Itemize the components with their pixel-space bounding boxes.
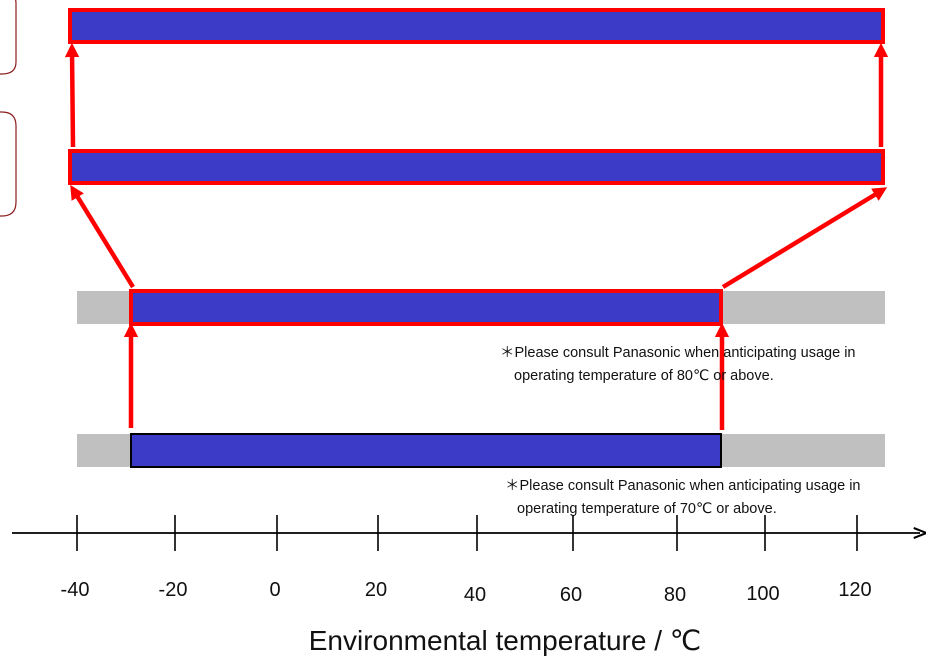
- x-tick-label-3: 20: [365, 579, 387, 601]
- x-tick-label-1: -20: [159, 579, 188, 601]
- x-axis-title: Environmental temperature / ℃: [309, 625, 702, 656]
- range-bars: [68, 8, 885, 468]
- arrow-row3-to-row2-left: [70, 184, 135, 289]
- range-bar-1: [68, 8, 885, 44]
- transition-arrows: [64, 42, 889, 430]
- note-row3-line1: ＊Please consult Panasonic when anticipat…: [500, 345, 855, 361]
- note-row4-line2: operating temperature of 70℃ or above.: [517, 501, 777, 517]
- left-label-box-bottom: [0, 111, 17, 217]
- range-bar-3: [129, 289, 723, 326]
- arrow-row3-to-row2-right: [721, 187, 888, 289]
- x-tick-label-0: -40: [61, 579, 90, 601]
- x-tick-label-8: 120: [838, 579, 871, 601]
- x-axis-ticks: -40 -20 0 20 40 60 80 100 120: [61, 515, 872, 606]
- left-label-box-top: [0, 0, 17, 75]
- range-bar-2: [68, 149, 885, 185]
- x-tick-label-5: 60: [560, 584, 582, 606]
- note-row4-line1: ＊Please consult Panasonic when anticipat…: [505, 478, 860, 494]
- x-tick-label-7: 100: [746, 583, 779, 605]
- x-tick-label-6: 80: [664, 584, 686, 606]
- x-tick-label-2: 0: [269, 579, 280, 601]
- note-row3-line2: operating temperature of 80℃ or above.: [514, 368, 774, 384]
- x-tick-label-4: 40: [464, 584, 486, 606]
- arrow-row2-to-row1-left: [64, 42, 80, 148]
- range-bar-4: [130, 433, 722, 468]
